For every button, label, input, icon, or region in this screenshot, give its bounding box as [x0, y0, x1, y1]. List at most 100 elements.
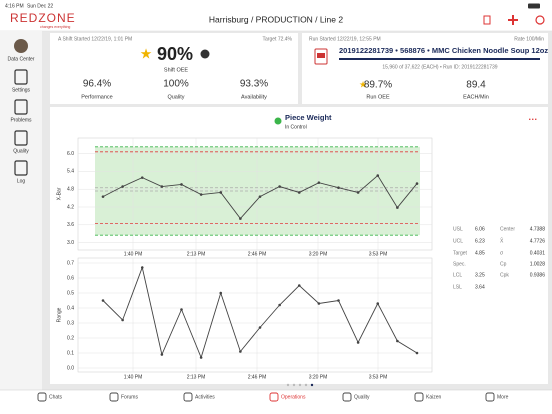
data-point[interactable]: [101, 195, 105, 198]
data-point[interactable]: [121, 185, 124, 188]
data-point[interactable]: [258, 195, 262, 198]
page-dot[interactable]: [310, 383, 314, 387]
page-dot[interactable]: [298, 383, 302, 387]
data-point[interactable]: [396, 206, 399, 209]
data-point[interactable]: [101, 299, 105, 302]
data-point[interactable]: [356, 341, 360, 344]
sidebar: [0, 31, 42, 390]
stat-label: X̄: [500, 238, 504, 245]
metric-value: 89.4: [466, 80, 486, 91]
y-tick-label: 3.6: [67, 222, 74, 228]
y-axis-label: X-Bar: [56, 187, 62, 200]
metric-label: EACH/Min: [463, 94, 489, 100]
star-icon: ★: [140, 46, 153, 62]
data-point[interactable]: [258, 326, 262, 329]
data-point[interactable]: [180, 183, 183, 186]
tab-icon: [269, 392, 279, 402]
data-point[interactable]: [297, 191, 301, 194]
tab[interactable]: Activities: [183, 392, 215, 402]
data-point[interactable]: [219, 291, 223, 295]
sidebar-icon: [14, 130, 28, 146]
move-icon[interactable]: [508, 15, 518, 25]
data-point[interactable]: [219, 191, 223, 194]
data-point[interactable]: [160, 185, 164, 188]
y-tick-label: 0.5: [67, 290, 74, 296]
logo: REDZONE: [10, 11, 76, 25]
y-tick-label: 0.1: [67, 350, 74, 356]
y-tick-label: 4.2: [67, 204, 74, 210]
data-point[interactable]: [278, 303, 281, 307]
data-point[interactable]: [121, 318, 124, 322]
tab-label: Chats: [49, 394, 63, 400]
tab[interactable]: Forums: [109, 392, 138, 402]
tab-icon: [414, 392, 424, 402]
tab[interactable]: Quality: [342, 392, 370, 402]
data-point[interactable]: [239, 350, 242, 353]
data-point[interactable]: [415, 351, 419, 355]
data-point[interactable]: [376, 174, 380, 177]
data-point[interactable]: [140, 176, 144, 179]
battery-icon: [528, 3, 540, 9]
tab-label: More: [497, 394, 509, 400]
tab[interactable]: Operations: [269, 392, 306, 402]
data-point[interactable]: [239, 217, 242, 220]
y-tick-label: 0.7: [67, 260, 74, 266]
tab[interactable]: Chats: [37, 392, 63, 402]
data-point[interactable]: [199, 356, 203, 359]
tab[interactable]: More: [485, 392, 509, 402]
data-point[interactable]: [396, 339, 399, 343]
stat-value: 4.85: [475, 250, 485, 256]
stat-label: LCL: [453, 272, 462, 278]
shift-started: A Shift Started 12/22/19, 1:01 PM: [58, 36, 132, 42]
more-menu[interactable]: ···: [529, 114, 538, 124]
run-metrics: 89.7% Run OEE 89.4 EACH/Min: [364, 80, 489, 101]
stat-label: Cp: [500, 261, 507, 267]
metric-value: 93.3%: [240, 79, 268, 90]
tab-label: Forums: [121, 394, 138, 400]
sidebar-item[interactable]: Settings: [12, 69, 31, 93]
data-point[interactable]: [199, 193, 203, 196]
data-point[interactable]: [337, 186, 340, 190]
shift-card: [50, 33, 298, 104]
tabs: Chats Forums Activities Operations Quality Ka…: [37, 392, 509, 402]
sidebar-item[interactable]: Quality: [13, 130, 29, 154]
x-tick-label: 3:20 PM: [309, 374, 328, 380]
data-point[interactable]: [140, 266, 144, 269]
tab-icon: [342, 392, 352, 402]
data-point[interactable]: [356, 191, 360, 194]
refresh-icon[interactable]: [535, 15, 545, 25]
data-point[interactable]: [317, 302, 321, 305]
tab-icon: [183, 392, 193, 402]
data-point[interactable]: [415, 182, 419, 185]
panel-icon[interactable]: [483, 15, 491, 25]
data-point[interactable]: [317, 181, 321, 184]
x-tick-label: 3:53 PM: [369, 374, 388, 380]
sidebar-item[interactable]: Log: [14, 160, 28, 184]
data-point[interactable]: [180, 308, 183, 311]
tab-icon: [485, 392, 495, 402]
page-dot[interactable]: [286, 383, 290, 387]
sidebar-item[interactable]: Data Center: [8, 39, 35, 62]
stat-value: 6.06: [475, 226, 485, 232]
tab-icon: [109, 392, 119, 402]
stat-label: Target: [453, 250, 468, 256]
tab[interactable]: Kaizen: [414, 392, 442, 402]
data-point[interactable]: [376, 302, 380, 305]
data-point[interactable]: [278, 185, 281, 188]
data-point[interactable]: [297, 284, 301, 287]
data-point[interactable]: [160, 353, 164, 356]
stat-value: 6.23: [475, 238, 485, 244]
y-tick-label: 5.4: [67, 169, 74, 175]
page-dot[interactable]: [292, 383, 296, 387]
y-tick-label: 0.2: [67, 335, 74, 341]
y-tick-label: 0.3: [67, 320, 74, 326]
y-tick-label: 0.0: [67, 365, 74, 371]
stat-value: 4.7388: [530, 226, 546, 232]
page-dot[interactable]: [304, 383, 308, 387]
y-axis-label: Range: [56, 307, 62, 322]
run-product: 2019122281739 • 568876 • MMC Chicken Noo…: [339, 46, 548, 55]
tab-label: Operations: [281, 394, 306, 400]
data-point[interactable]: [337, 299, 340, 302]
sidebar-item[interactable]: Problems: [10, 99, 32, 123]
shift-metrics: 96.4% Performance 100% Quality 93.3% Availabi…: [81, 79, 268, 101]
